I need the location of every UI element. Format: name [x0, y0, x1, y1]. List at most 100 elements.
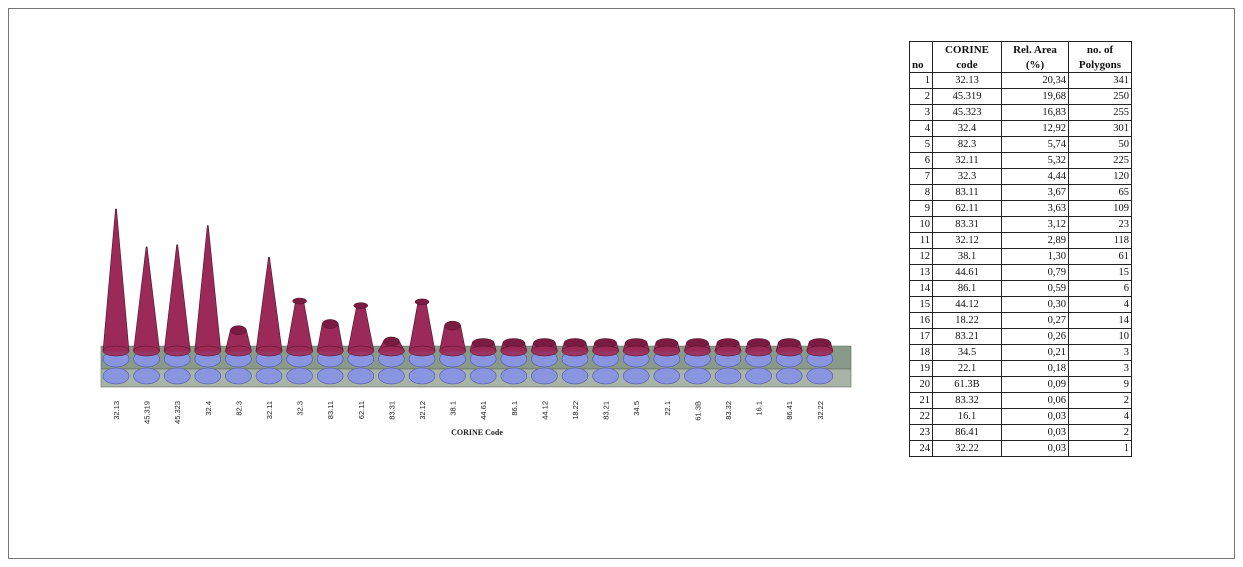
table-cell: 109 [1068, 200, 1132, 217]
table-row: 24 32.22 0,03 1 [909, 440, 1132, 457]
table-row: 5 82.3 5,74 50 [909, 136, 1132, 153]
bar-cone [316, 319, 344, 357]
table-cell: 4 [1068, 408, 1132, 425]
bar-cone [286, 297, 313, 357]
table-cell: 3 [909, 104, 933, 121]
base-disc [561, 367, 589, 385]
bar-cone [225, 325, 252, 357]
table-cell: 32.4 [932, 120, 1002, 137]
table-cell: 22 [909, 408, 933, 425]
table-cell: 3,63 [1001, 200, 1069, 217]
table-cell: 4,44 [1001, 168, 1069, 185]
table-row: 7 32.3 4,44 120 [909, 168, 1132, 185]
table-cell: 3 [1068, 344, 1132, 361]
table-cell: 61.3B [932, 376, 1002, 393]
x-tick-label: 32.12 [418, 401, 427, 420]
base-disc [714, 367, 742, 385]
base-disc [133, 367, 160, 385]
table-cell: 120 [1068, 168, 1132, 185]
table-cell: 44.61 [932, 264, 1002, 281]
table-cell: 0,27 [1001, 312, 1069, 329]
table-cell: 32.3 [932, 168, 1002, 185]
table-cell: 0,03 [1001, 424, 1069, 441]
base-disc [745, 367, 772, 385]
table-cell: 38.1 [932, 248, 1002, 265]
table-row: 8 83.11 3,67 65 [909, 184, 1132, 201]
base-disc [194, 367, 222, 385]
table-cell: 1,30 [1001, 248, 1069, 265]
table-row: 12 38.1 1,30 61 [909, 248, 1132, 265]
base-disc [255, 367, 283, 385]
base-disc [622, 367, 650, 385]
x-tick-label: 44.12 [540, 401, 549, 420]
table-row: 13 44.61 0,79 15 [909, 264, 1132, 281]
table-cell: 83.11 [932, 184, 1002, 201]
base-disc [316, 367, 344, 385]
table-cell: 2 [1068, 424, 1132, 441]
table-row: 16 18.22 0,27 14 [909, 312, 1132, 329]
table-cell: 225 [1068, 152, 1132, 169]
table-cell: 32.11 [932, 152, 1002, 169]
x-tick-label: 45.323 [173, 401, 182, 424]
base-disc [531, 367, 558, 385]
table-cell: 50 [1068, 136, 1132, 153]
table-cell: 10 [1068, 328, 1132, 345]
x-tick-label: 34.5 [632, 401, 641, 416]
bar-cone [745, 338, 772, 357]
table-cell: 3,12 [1001, 216, 1069, 233]
header-cell: (%) [1001, 57, 1069, 73]
bar-cone [714, 338, 742, 357]
x-tick-label: 22.1 [663, 401, 672, 416]
table-cell: 18 [909, 344, 933, 361]
base-disc [775, 367, 803, 385]
x-tick-label: 83.32 [724, 401, 733, 420]
x-tick-label: 44.61 [479, 401, 488, 420]
bar-cone [102, 208, 130, 357]
table-cell: 0,03 [1001, 440, 1069, 457]
base-disc [684, 367, 711, 385]
table-cell: 6 [909, 152, 933, 169]
table-cell: 4 [1068, 296, 1132, 313]
x-tick-label: 16.1 [755, 401, 764, 416]
x-tick-label: 83.31 [387, 401, 396, 420]
x-tick-label: 83.21 [602, 401, 611, 420]
table-row: 6 32.11 5,32 225 [909, 152, 1132, 169]
x-tick-label: 86.1 [510, 401, 519, 416]
table-cell: 0,18 [1001, 360, 1069, 377]
table-cell: 341 [1068, 72, 1132, 89]
base-disc [378, 367, 405, 385]
table-cell: 0,79 [1001, 264, 1069, 281]
table-cell: 15 [1068, 264, 1132, 281]
table-cell: 9 [909, 200, 933, 217]
bar-cone [194, 225, 222, 357]
table-cell: 0,03 [1001, 408, 1069, 425]
table-cell: 255 [1068, 104, 1132, 121]
table-cell: 61 [1068, 248, 1132, 265]
x-tick-label: 32.22 [816, 401, 825, 420]
x-tick-label: 32.3 [296, 401, 305, 416]
table-cell: 6 [1068, 280, 1132, 297]
x-axis-label: CORINE Code [451, 428, 503, 437]
bar-cone [806, 338, 834, 357]
figure-frame: 32.13 45.319 45.323 32.4 82.3 32.11 32.3 83.11 6… [8, 8, 1235, 559]
table-row: 4 32.4 12,92 301 [909, 120, 1132, 137]
table-cell: 16 [909, 312, 933, 329]
table-cell: 15 [909, 296, 933, 313]
header-cell [909, 41, 933, 57]
x-tick-label: 45.319 [143, 401, 152, 424]
base-disc [408, 367, 436, 385]
table-header-row: no code (%) Polygons [909, 57, 1132, 73]
table-cell: 9 [1068, 376, 1132, 393]
bar-cone [622, 338, 650, 357]
table-row: 1 32.13 20,34 341 [909, 72, 1132, 89]
table-cell: 45.319 [932, 88, 1002, 105]
table-row: 20 61.3B 0,09 9 [909, 376, 1132, 393]
x-tick-label: 83.11 [326, 401, 335, 419]
base-disc [806, 367, 834, 385]
table-cell: 18.22 [932, 312, 1002, 329]
table-cell: 82.3 [932, 136, 1002, 153]
table-cell: 5,32 [1001, 152, 1069, 169]
table-row: 21 83.32 0,06 2 [909, 392, 1132, 409]
table-cell: 0,21 [1001, 344, 1069, 361]
table-cell: 14 [909, 280, 933, 297]
